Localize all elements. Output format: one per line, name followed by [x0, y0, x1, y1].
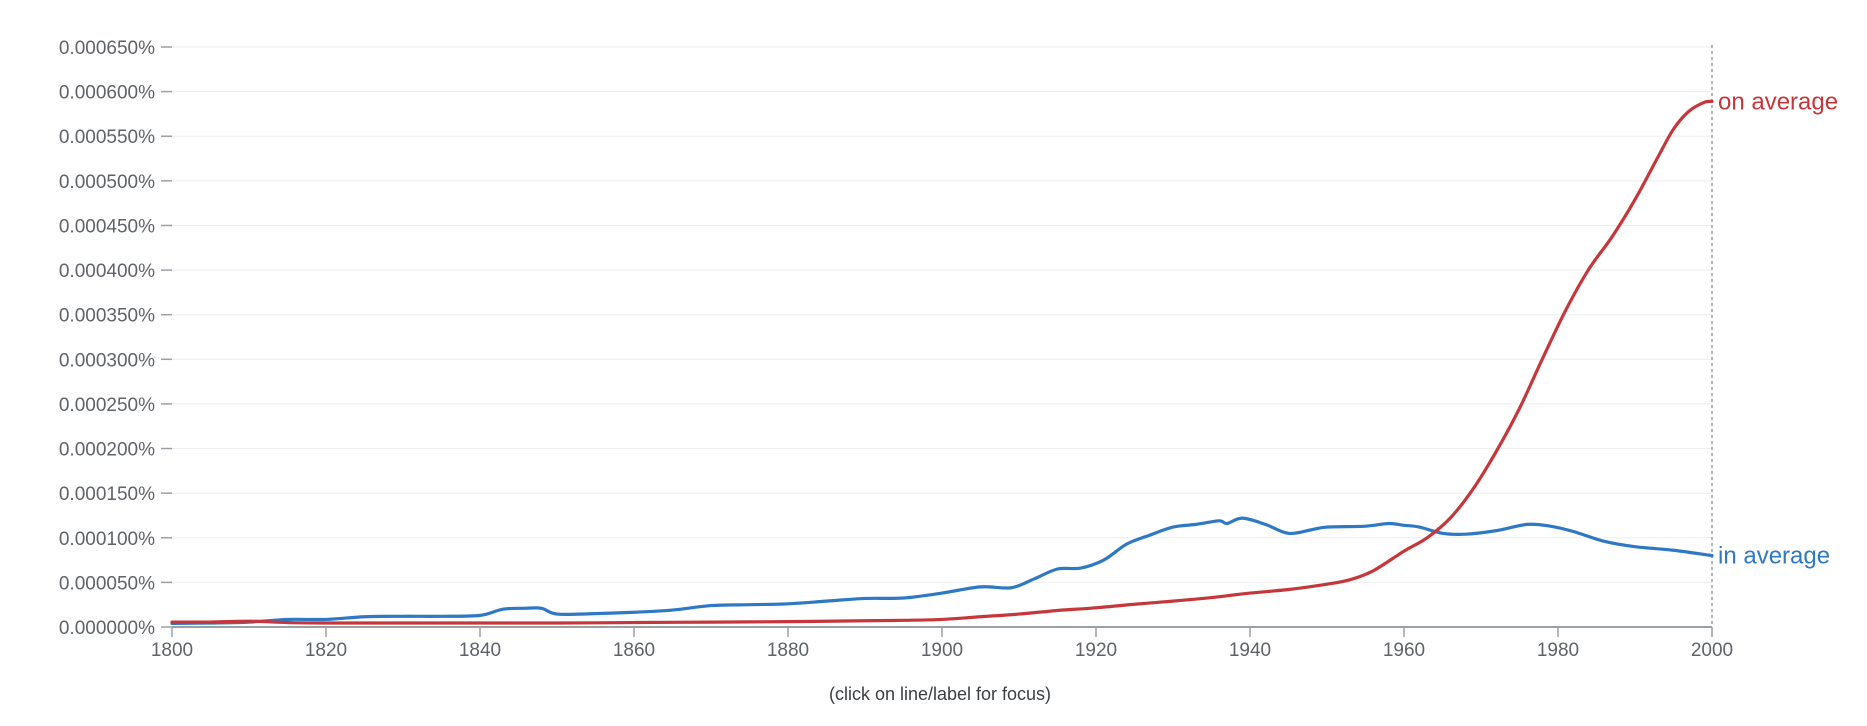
series-line-on-average[interactable]	[170, 99, 1714, 625]
series-label-on-average[interactable]: on average	[1718, 88, 1838, 115]
series-line-in-average[interactable]	[170, 516, 1714, 626]
y-tick-label: 0.000600%	[59, 83, 155, 104]
y-tick-label: 0.000100%	[59, 529, 155, 550]
x-tick-label: 1840	[459, 640, 501, 661]
grid-lines	[172, 46, 1712, 583]
series-label-in-average[interactable]: in average	[1718, 543, 1830, 570]
x-axis: 1800 1820 1840 1860 1880 1900 1920 1940 1960 1980…	[151, 626, 1733, 661]
y-tick-label: 0.000350%	[59, 306, 155, 327]
x-tick-label: 2000	[1691, 640, 1733, 661]
y-tick-label: 0.000150%	[59, 484, 155, 505]
y-axis: 0.000000% 0.000050% 0.000100% 0.000150% 0.00…	[59, 38, 172, 639]
x-tick-label: 1960	[1383, 640, 1425, 661]
y-tick-label: 0.000450%	[59, 216, 155, 237]
series-lines[interactable]	[170, 99, 1714, 626]
y-tick-label: 0.000200%	[59, 440, 155, 461]
y-tick-label: 0.000650%	[59, 38, 155, 59]
x-tick-label: 1860	[613, 640, 655, 661]
x-tick-label: 1980	[1537, 640, 1579, 661]
y-tick-label: 0.000050%	[59, 573, 155, 594]
x-tick-label: 1920	[1075, 640, 1117, 661]
y-tick-label: 0.000400%	[59, 261, 155, 282]
x-tick-label: 1800	[151, 640, 193, 661]
y-tick-label: 0.000300%	[59, 350, 155, 371]
x-tick-label: 1820	[305, 640, 347, 661]
x-tick-label: 1900	[921, 640, 963, 661]
y-tick-label: 0.000550%	[59, 127, 155, 148]
x-tick-label: 1940	[1229, 640, 1271, 661]
y-tick-label: 0.000250%	[59, 395, 155, 416]
series-labels[interactable]: on average in average	[1718, 88, 1838, 569]
y-tick-label: 0.000500%	[59, 172, 155, 193]
x-tick-label: 1880	[767, 640, 809, 661]
y-tick-label: 0.000000%	[59, 618, 155, 639]
focus-hint: (click on line/label for focus)	[829, 684, 1051, 704]
